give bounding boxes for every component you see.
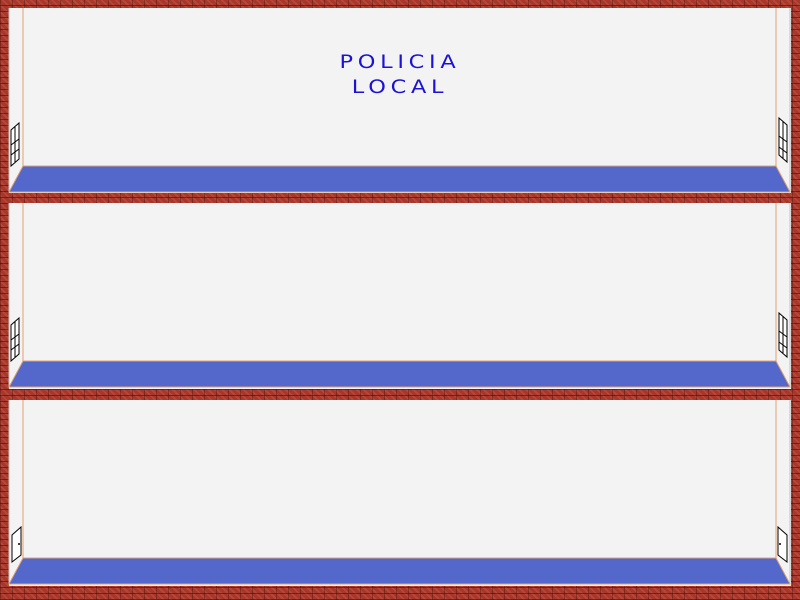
left-door-icon[interactable]	[11, 525, 22, 564]
floor-middle-room	[8, 203, 791, 389]
right-window-icon	[778, 311, 788, 359]
floor-middle	[0, 195, 800, 395]
floor-carpet	[8, 360, 791, 388]
floor-top-room	[8, 8, 791, 193]
back-wall	[9, 400, 791, 586]
floor-carpet	[8, 165, 791, 193]
police-sign: POLICIA LOCAL	[0, 50, 800, 100]
floor-ground-room	[8, 400, 791, 586]
floor-ground	[0, 392, 800, 592]
floor-top: POLICIA LOCAL	[0, 0, 800, 200]
floor-carpet	[8, 557, 791, 585]
sign-line-2: LOCAL	[351, 76, 449, 98]
left-window-icon	[10, 316, 20, 363]
sign-line-1: POLICIA	[339, 51, 461, 73]
right-window-icon	[778, 116, 788, 164]
right-door-icon[interactable]	[777, 525, 788, 564]
left-window-icon	[10, 121, 20, 168]
back-wall	[9, 8, 791, 193]
back-wall	[9, 203, 791, 389]
